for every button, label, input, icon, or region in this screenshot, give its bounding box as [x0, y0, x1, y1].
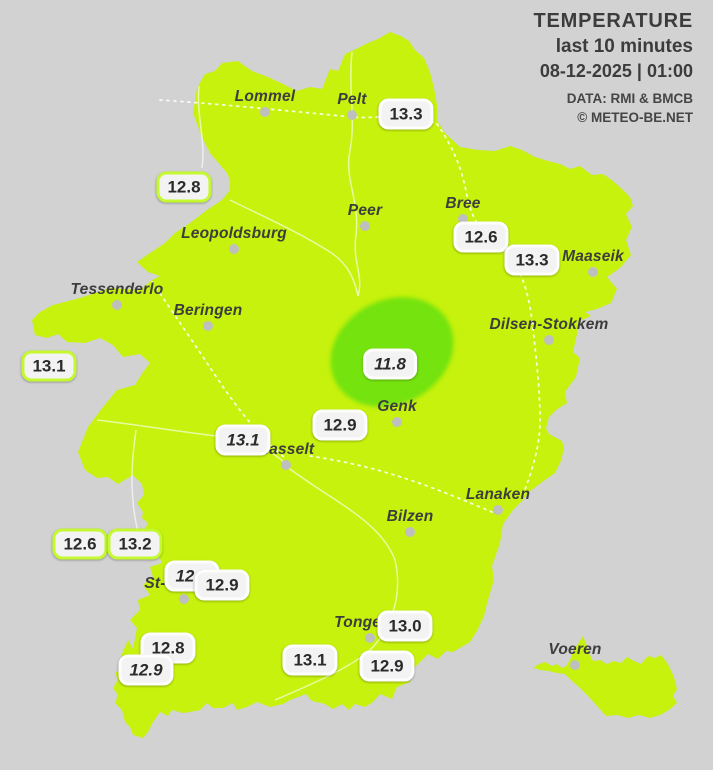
temperature-badge: 12.6 — [453, 221, 509, 253]
canal-line-northwest — [197, 85, 204, 169]
city-dot — [281, 460, 291, 470]
temperature-badge: 13.1 — [215, 424, 271, 456]
city-dot — [544, 335, 554, 345]
temperature-badge: 12.9 — [118, 654, 174, 686]
temperature-badge: 12.8 — [156, 171, 212, 203]
road-line-southwest-branch — [131, 429, 141, 541]
temperature-badge: 13.2 — [107, 528, 163, 560]
city-dot — [405, 527, 415, 537]
city-label: Beringen — [173, 302, 243, 319]
data-source-text: DATA: RMI & BMCB — [566, 91, 693, 106]
city-label: Maaseik — [562, 248, 624, 265]
city-dot — [260, 107, 270, 117]
city-dot — [179, 594, 189, 604]
city-label: Dilsen-Stokkem — [489, 316, 609, 333]
temperature-badge: 12.9 — [359, 650, 415, 682]
river-line-north — [347, 51, 361, 297]
city-dot — [347, 110, 357, 120]
copyright-text: © METEO-BE.NET — [577, 110, 693, 125]
city-label: Leopoldsburg — [181, 225, 287, 242]
temperature-badge: 11.8 — [363, 348, 417, 380]
city-dot — [588, 267, 598, 277]
city-dot — [229, 244, 239, 254]
border-dotted-beringen — [151, 281, 286, 459]
road-line-leopoldsburg — [229, 199, 359, 297]
title-subheading: last 10 minutes — [555, 36, 693, 57]
temperature-badge: 13.1 — [21, 350, 77, 382]
temperature-badge: 13.3 — [504, 244, 560, 276]
city-label: Pelt — [337, 91, 367, 108]
page-title: TEMPERATURE — [533, 10, 693, 32]
city-label: Tessenderlo — [70, 281, 164, 298]
temperature-badge: 13.1 — [282, 644, 338, 676]
city-label: Bilzen — [386, 508, 434, 525]
title-block: TEMPERATURE last 10 minutes 08-12-2025 |… — [533, 8, 693, 127]
city-dot — [570, 660, 580, 670]
city-dot — [360, 221, 370, 231]
city-dot — [365, 633, 375, 643]
temperature-badge: 12.9 — [194, 569, 250, 601]
city-label: Bree — [445, 195, 481, 212]
temperature-badge: 13.0 — [377, 610, 433, 642]
city-dot — [458, 214, 468, 224]
city-dot — [392, 417, 402, 427]
city-label: Genk — [377, 398, 417, 415]
temperature-badge: 12.6 — [52, 528, 108, 560]
city-dot — [203, 321, 213, 331]
city-dot — [112, 300, 122, 310]
city-dot — [493, 505, 503, 515]
temperature-badge: 12.9 — [312, 409, 368, 441]
city-label: Hasselt — [257, 441, 315, 458]
city-label: Peer — [347, 202, 383, 219]
city-label: Lommel — [234, 88, 296, 105]
title-datetime: 08-12-2025 | 01:00 — [539, 61, 693, 81]
temperature-badge: 13.3 — [378, 98, 434, 130]
city-label: Voeren — [548, 641, 602, 658]
voeren-exclave-shape — [529, 636, 677, 718]
city-label: Lanaken — [465, 486, 531, 503]
